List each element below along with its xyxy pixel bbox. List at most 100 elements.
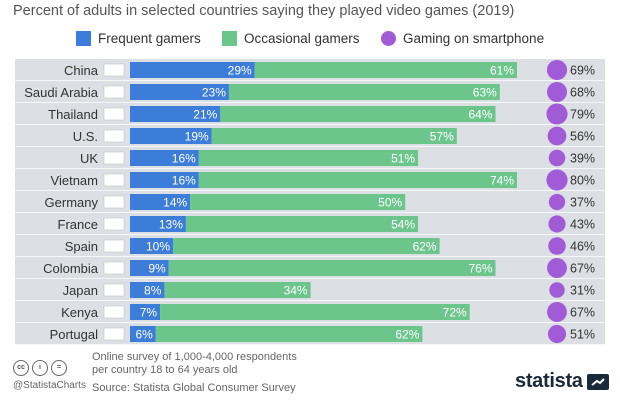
bar-occasional (198, 150, 419, 166)
bar-occasional (164, 282, 311, 298)
data-label-frequent: 19% (185, 130, 209, 144)
bubble-smartphone (548, 215, 566, 233)
bar-occasional (155, 326, 423, 342)
data-label-frequent: 21% (193, 108, 217, 122)
survey-note-line-2: per country 18 to 64 years old (92, 364, 238, 376)
country-label: Vietnam (51, 173, 98, 188)
cc-badge-icon: cc (13, 360, 29, 376)
data-label-occasional: 57% (430, 130, 454, 144)
bar-frequent (130, 260, 169, 276)
statista-wordmark: statista (515, 370, 583, 392)
country-label: Spain (65, 239, 98, 254)
data-label-frequent: 7% (140, 306, 158, 320)
country-flag-icon (103, 327, 125, 341)
country-flag-icon (103, 63, 125, 77)
data-label-frequent: 6% (135, 328, 153, 342)
statista-handle: @StatistaCharts (13, 380, 86, 391)
bubble-smartphone (546, 81, 568, 103)
data-label-smartphone: 80% (570, 174, 595, 188)
source-note: Source: Statista Global Consumer Survey (92, 382, 296, 394)
country-flag-icon (103, 283, 125, 297)
bar-frequent (130, 84, 229, 100)
bar-frequent (130, 282, 165, 298)
bar-occasional (198, 172, 518, 188)
bar-occasional (160, 304, 470, 320)
country-flag-icon (103, 173, 125, 187)
country-label: Germany (45, 195, 99, 210)
statista-logo-icon (586, 373, 609, 390)
bar-frequent (130, 194, 191, 210)
data-label-smartphone: 67% (570, 262, 595, 276)
bar-occasional (168, 260, 496, 276)
data-label-occasional: 50% (378, 196, 402, 210)
legend-label-smartphone: Gaming on smartphone (403, 31, 545, 46)
country-label: UK (80, 151, 98, 166)
bubble-smartphone (547, 258, 567, 278)
statista-logo[interactable]: statista (515, 370, 609, 393)
bar-occasional (185, 216, 419, 232)
data-label-smartphone: 39% (570, 152, 595, 166)
bar-chart: China 29% 61% 69% Saudi Arabia 23% 63% 68% Thail… (15, 59, 605, 346)
legend-item-frequent: Frequent gamers (76, 31, 201, 46)
attribution-badge-icon: i (32, 360, 48, 376)
bar-frequent (130, 172, 199, 188)
bar-occasional (190, 194, 406, 210)
bubble-smartphone (546, 59, 568, 81)
bubble-smartphone (547, 126, 567, 146)
country-label: Kenya (61, 305, 99, 320)
bubble-smartphone (548, 149, 566, 167)
country-flag-icon (103, 151, 125, 165)
bar-occasional (220, 106, 496, 122)
country-flag-icon (103, 107, 125, 121)
country-flag-icon (103, 305, 125, 319)
data-label-smartphone: 46% (570, 240, 595, 254)
data-label-smartphone: 37% (570, 196, 595, 210)
country-label: Portugal (50, 327, 99, 342)
data-label-frequent: 16% (172, 152, 196, 166)
data-label-smartphone: 79% (570, 108, 595, 122)
data-label-smartphone: 68% (570, 86, 595, 100)
country-flag-icon (103, 195, 125, 209)
bar-frequent (130, 128, 212, 144)
data-label-occasional: 54% (391, 218, 415, 232)
data-label-frequent: 14% (163, 196, 187, 210)
bubble-smartphone (548, 193, 566, 211)
bar-frequent (130, 150, 199, 166)
bubble-smartphone (548, 237, 566, 255)
bar-occasional (211, 128, 457, 144)
survey-note-line-1: Online survey of 1,000-4,000 respondents (92, 351, 297, 363)
bubble-smartphone (547, 302, 567, 322)
legend-swatch-smartphone (381, 31, 396, 46)
bubble-smartphone (546, 169, 568, 191)
bar-frequent (130, 304, 161, 320)
data-label-frequent: 23% (202, 86, 226, 100)
data-label-occasional: 61% (490, 64, 514, 78)
bar-frequent (130, 216, 186, 232)
legend-item-smartphone: Gaming on smartphone (381, 31, 544, 46)
country-flag-icon (103, 217, 125, 231)
data-label-frequent: 16% (172, 174, 196, 188)
country-flag-icon (103, 129, 125, 143)
license-badges: cc i = (13, 360, 67, 376)
legend-label-occasional: Occasional gamers (244, 31, 360, 46)
data-label-occasional: 62% (395, 328, 419, 342)
data-label-occasional: 51% (391, 152, 415, 166)
data-label-occasional: 62% (413, 240, 437, 254)
footer-note: Online survey of 1,000-4,000 respondents… (92, 351, 297, 395)
country-label: France (58, 217, 98, 232)
bubble-smartphone (549, 282, 565, 298)
legend-label-frequent: Frequent gamers (98, 31, 201, 46)
data-label-frequent: 8% (144, 284, 162, 298)
data-label-occasional: 34% (284, 284, 308, 298)
data-label-smartphone: 51% (570, 328, 595, 342)
data-label-occasional: 64% (468, 108, 492, 122)
legend-item-occasional: Occasional gamers (222, 31, 360, 46)
country-label: Thailand (48, 107, 98, 122)
data-label-frequent: 9% (148, 262, 166, 276)
country-flag-icon (103, 239, 125, 253)
bar-frequent (130, 62, 255, 78)
bar-occasional (254, 62, 517, 78)
data-label-occasional: 72% (443, 306, 467, 320)
data-label-occasional: 63% (473, 86, 497, 100)
chart-title: Percent of adults in selected countries … (13, 3, 515, 19)
